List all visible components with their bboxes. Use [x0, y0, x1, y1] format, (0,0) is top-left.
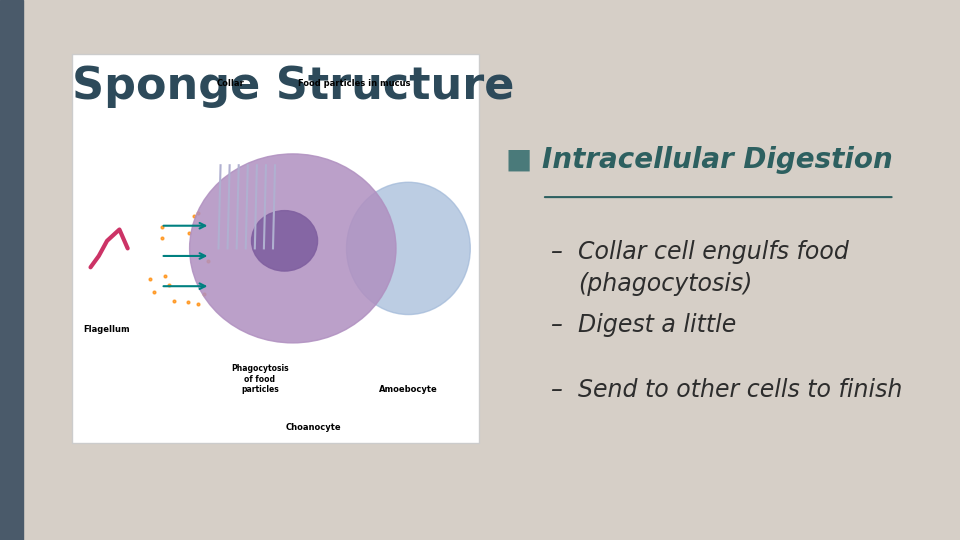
Circle shape	[252, 211, 318, 271]
Text: Flagellum: Flagellum	[84, 325, 131, 334]
Circle shape	[189, 154, 396, 343]
Text: –: –	[551, 240, 563, 264]
Text: –: –	[551, 313, 563, 337]
Text: Intracellular Digestion: Intracellular Digestion	[542, 146, 893, 174]
Text: Collar: Collar	[217, 79, 245, 88]
Ellipse shape	[347, 183, 470, 314]
FancyBboxPatch shape	[72, 54, 479, 443]
Text: Phagocytosis
of food
particles: Phagocytosis of food particles	[231, 364, 289, 394]
Text: –: –	[551, 378, 563, 402]
Text: Send to other cells to finish: Send to other cells to finish	[578, 378, 902, 402]
Text: ■: ■	[506, 146, 532, 174]
Text: Food particles in mucus: Food particles in mucus	[299, 79, 411, 88]
Text: Amoebocyte: Amoebocyte	[379, 385, 438, 394]
Text: Choanocyte: Choanocyte	[286, 423, 341, 432]
Text: Sponge Structure: Sponge Structure	[72, 65, 515, 108]
Text: Digest a little: Digest a little	[578, 313, 736, 337]
Text: Collar cell engulfs food
(phagocytosis): Collar cell engulfs food (phagocytosis)	[578, 240, 849, 296]
